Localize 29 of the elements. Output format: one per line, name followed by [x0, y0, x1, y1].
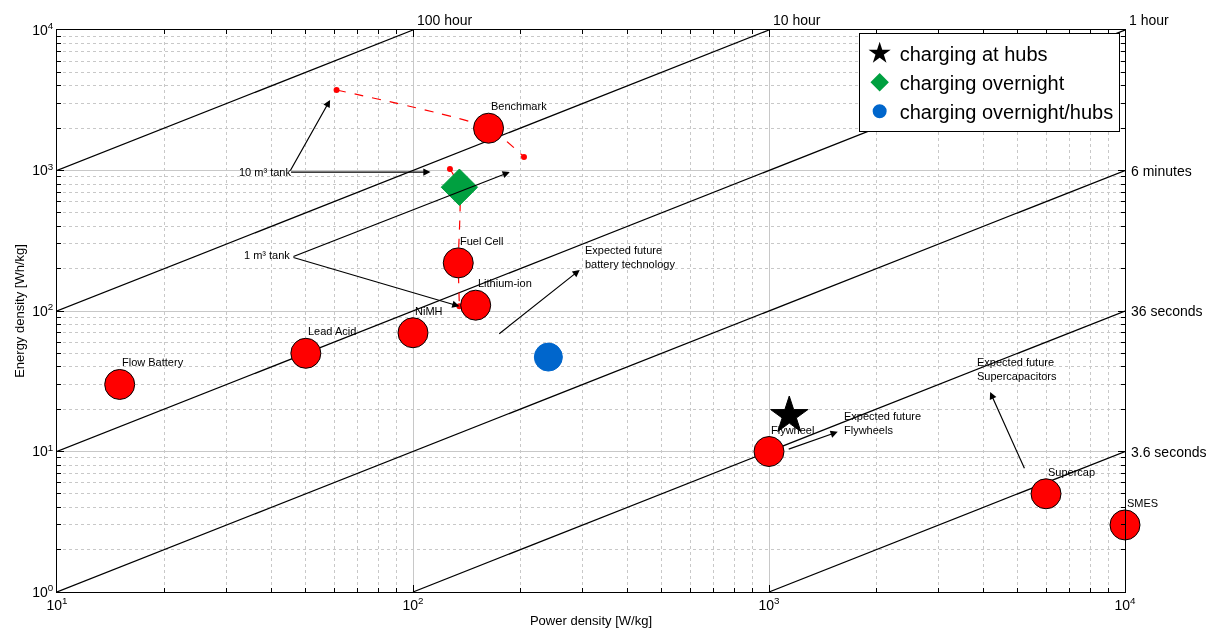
x-tick-label: 10$^{2}$	[402, 594, 424, 613]
annotation: 10 m³ tank	[239, 166, 292, 178]
annotation: Flow Battery	[122, 356, 184, 368]
y-tick-label: 10$^{4}$	[32, 20, 54, 38]
annotation: SMES	[1127, 497, 1159, 509]
legend-label: 3.6 seconds	[1131, 444, 1207, 460]
x-tick-label: 10$^{3}$	[758, 594, 781, 613]
annotation: Fuel Cell	[460, 235, 504, 247]
x-tick-label: 10$^{4}$	[1114, 594, 1137, 613]
annotation: Flywheel	[771, 424, 815, 436]
y-axis-title: Energy density [Wh/kg]	[12, 244, 28, 378]
x-axis-title: Power density [W/kg]	[529, 613, 653, 629]
annotation: Lead Acid	[308, 325, 357, 337]
annotation: 1 m³ tank	[244, 249, 291, 261]
annotation: Benchmark	[491, 100, 548, 112]
legend-label: charging at hubs	[899, 43, 1048, 66]
series-label: 10 hour	[773, 12, 821, 28]
legend-label: charging overnight	[899, 72, 1065, 95]
legend-label: 6 minutes	[1131, 163, 1192, 179]
annotation: Expected future battery technology	[585, 244, 676, 271]
legend-label: 36 seconds	[1131, 303, 1203, 319]
annotation: Lithium-ion	[478, 277, 532, 289]
legend-label: charging overnight/hubs	[899, 101, 1114, 124]
annotation: NiMH	[415, 305, 443, 317]
y-tick-label: 10$^{3}$	[32, 160, 54, 179]
series-label: 1 hour	[1129, 12, 1170, 28]
y-tick-label: 10$^{1}$	[32, 441, 54, 460]
series-label: 100 hour	[417, 12, 473, 28]
y-tick-label: 10$^{2}$	[32, 301, 54, 319]
